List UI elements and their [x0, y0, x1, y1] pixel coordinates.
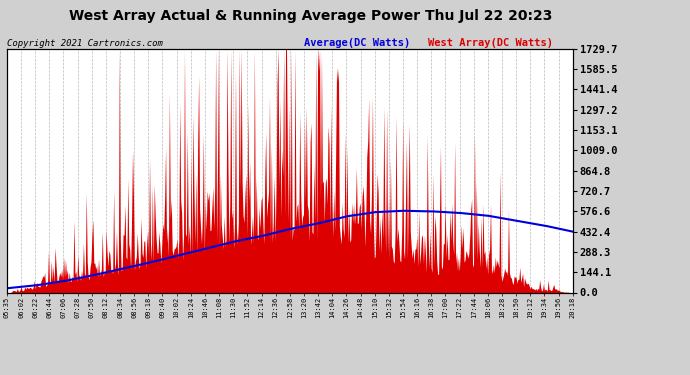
Text: Copyright 2021 Cartronics.com: Copyright 2021 Cartronics.com	[7, 39, 163, 48]
Text: West Array(DC Watts): West Array(DC Watts)	[428, 38, 553, 48]
Text: Average(DC Watts): Average(DC Watts)	[304, 38, 410, 48]
Text: West Array Actual & Running Average Power Thu Jul 22 20:23: West Array Actual & Running Average Powe…	[69, 9, 552, 23]
